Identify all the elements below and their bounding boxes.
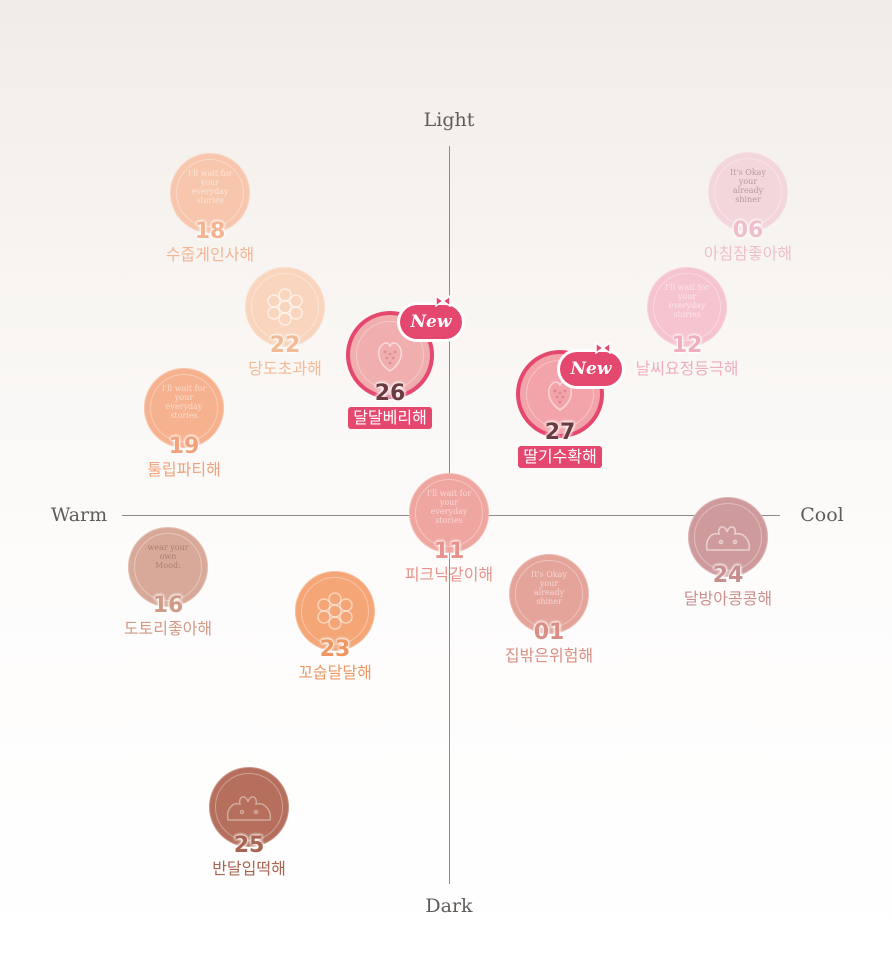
product-name: 달달베리해 bbox=[348, 407, 432, 429]
product-code: 22 bbox=[269, 333, 301, 358]
product-24[interactable]: 24 달방아콩콩해 bbox=[658, 497, 798, 609]
product-25[interactable]: 25 반달입떡해 bbox=[179, 767, 319, 879]
product-name: 반달입떡해 bbox=[212, 859, 286, 878]
pan-engraving: I'll wait for your everyday stories bbox=[187, 169, 233, 205]
product-code: 16 bbox=[152, 593, 184, 618]
new-badge-label: New bbox=[570, 359, 612, 379]
product-19[interactable]: I'll wait for your everyday stories 19 툴… bbox=[114, 368, 254, 480]
product-code: 18 bbox=[194, 219, 226, 244]
product-code: 11 bbox=[433, 539, 465, 564]
product-name: 달방아콩콩해 bbox=[683, 589, 773, 608]
axis-label-dark: Dark bbox=[425, 895, 473, 917]
product-name: 도토리좋아해 bbox=[123, 619, 213, 638]
axis-label-cool: Cool bbox=[800, 504, 844, 526]
new-badge-label: New bbox=[410, 312, 452, 332]
product-18[interactable]: I'll wait for your everyday stories 18 수… bbox=[140, 153, 280, 265]
product-11[interactable]: I'll wait for your everyday stories 11 피… bbox=[379, 473, 519, 585]
product-name: 수줍게인사해 bbox=[165, 245, 255, 264]
product-code: 25 bbox=[233, 833, 265, 858]
product-name: 날씨요정등극해 bbox=[635, 359, 739, 378]
blush-pan: I'll wait for your everyday stories bbox=[170, 153, 250, 233]
product-code: 27 bbox=[544, 420, 576, 445]
product-name: 툴립파티해 bbox=[147, 460, 221, 479]
flower-emboss-icon bbox=[317, 592, 353, 630]
blush-pan: I'll wait for your everyday stories bbox=[144, 368, 224, 448]
bow-icon bbox=[595, 342, 611, 354]
product-16[interactable]: wear your own Mood: 16 도토리좋아해 bbox=[98, 527, 238, 639]
product-12[interactable]: I'll wait for your everyday stories 12 날… bbox=[617, 267, 757, 379]
blush-pan bbox=[295, 571, 375, 651]
strawberry-emboss-icon bbox=[547, 381, 573, 411]
product-code: 12 bbox=[671, 333, 703, 358]
pan-engraving: It's Okay your already shiner bbox=[730, 168, 766, 204]
pan-engraving: I'll wait for your everyday stories bbox=[426, 489, 472, 525]
product-name: 집밖은위험해 bbox=[504, 646, 594, 665]
blush-pan: I'll wait for your everyday stories bbox=[647, 267, 727, 347]
bow-icon bbox=[435, 295, 451, 307]
pan-engraving: I'll wait for your everyday stories bbox=[664, 283, 710, 319]
product-name: 꼬숩달달해 bbox=[298, 663, 372, 682]
product-23[interactable]: 23 꼬숩달달해 bbox=[265, 571, 405, 683]
blush-pan bbox=[245, 267, 325, 347]
blush-pan: wear your own Mood: bbox=[128, 527, 208, 607]
blush-pan: It's Okay your already shiner bbox=[708, 152, 788, 232]
pan-engraving: wear your own Mood: bbox=[147, 543, 189, 570]
product-name: 아침잠좋아해 bbox=[703, 244, 793, 263]
product-code: 06 bbox=[732, 218, 764, 243]
axis-label-light: Light bbox=[423, 109, 475, 131]
product-code: 26 bbox=[374, 381, 406, 406]
product-22[interactable]: 22 당도초과해 bbox=[215, 267, 355, 379]
new-badge: New bbox=[560, 342, 622, 386]
product-code: 24 bbox=[712, 563, 744, 588]
product-code: 23 bbox=[319, 637, 351, 662]
bunny-emboss-icon bbox=[226, 796, 272, 821]
flower-emboss-icon bbox=[267, 288, 303, 326]
product-27[interactable]: New 27 딸기수확해 bbox=[490, 342, 630, 468]
new-badge: New bbox=[400, 295, 462, 339]
blush-pan: I'll wait for your everyday stories bbox=[409, 473, 489, 553]
product-name: 당도초과해 bbox=[248, 359, 322, 378]
axis-label-warm: Warm bbox=[50, 504, 108, 526]
product-code: 01 bbox=[533, 620, 565, 645]
product-26[interactable]: New 26 달달베리해 bbox=[320, 295, 462, 429]
product-01[interactable]: It's Okay your already shiner 01 집밖은위험해 bbox=[479, 554, 619, 666]
blush-pan bbox=[688, 497, 768, 577]
product-name: 피크닉같이해 bbox=[404, 565, 494, 584]
blush-pan bbox=[209, 767, 289, 847]
pan-engraving: I'll wait for your everyday stories bbox=[161, 384, 207, 420]
product-name: 딸기수확해 bbox=[518, 446, 602, 468]
product-06[interactable]: It's Okay your already shiner 06 아침잠좋아해 bbox=[678, 152, 818, 264]
pan-engraving: It's Okay your already shiner bbox=[531, 570, 567, 606]
strawberry-emboss-icon bbox=[377, 342, 403, 372]
bunny-emboss-icon bbox=[705, 526, 751, 551]
blush-pan: It's Okay your already shiner bbox=[509, 554, 589, 634]
product-code: 19 bbox=[168, 434, 200, 459]
